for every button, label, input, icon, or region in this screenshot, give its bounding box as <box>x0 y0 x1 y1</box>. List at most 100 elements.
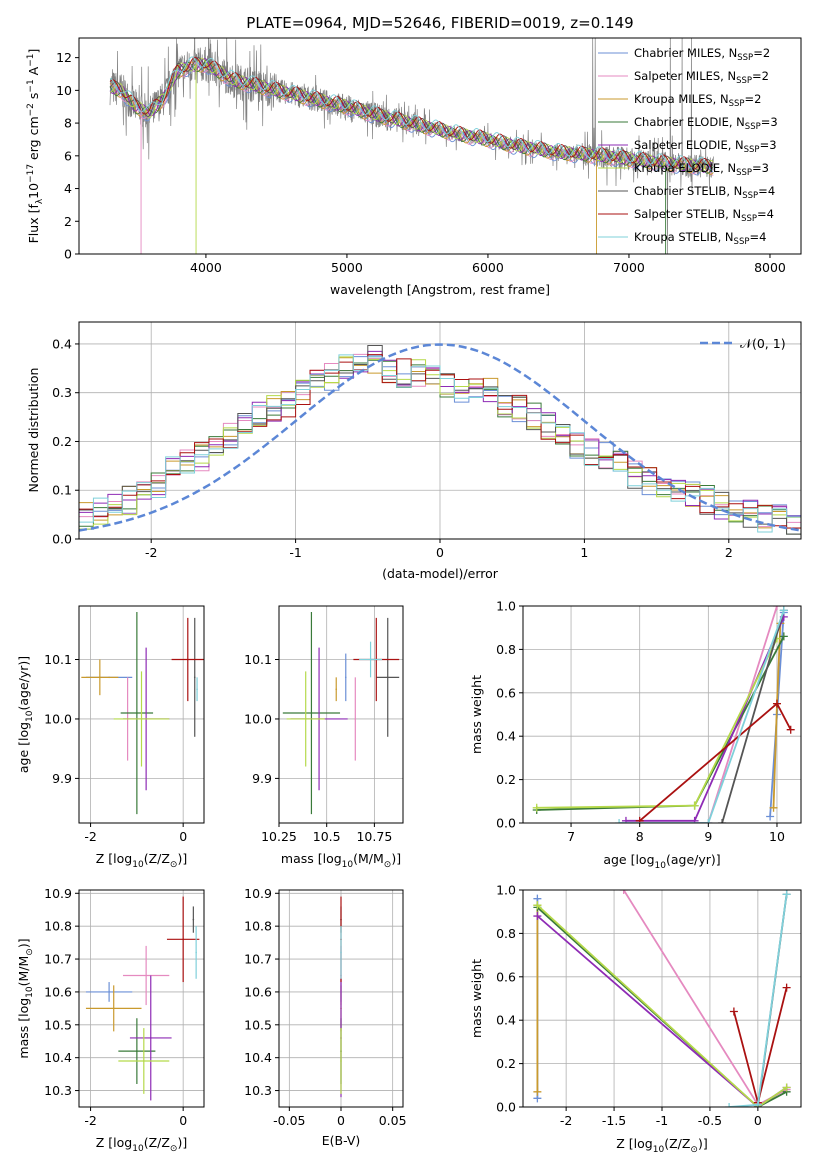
x-axis-label-part: )] <box>177 851 187 866</box>
model-line-1 <box>109 61 714 176</box>
y-axis-label: Normed distribution <box>26 368 41 493</box>
y-axis-label: Flux [fλ10−17 erg cm−2 s−1 A−1] <box>26 49 45 244</box>
axes-age-vs-mass: 10.25 10.5 10.75 9.9 10.0 10.1 <box>244 605 404 844</box>
y-tick-label: 9.9 <box>252 771 272 786</box>
axes-mass-weight-vs-age: 7 8 9 10 0.0 0.2 0.4 0.6 0.8 1.0 <box>496 599 802 844</box>
y-tick-label: 0.3 <box>52 385 72 400</box>
legend-nssp: 4 <box>768 184 775 198</box>
y-tick-label: 10.5 <box>244 1017 272 1032</box>
x-tick-label: 4000 <box>190 260 222 275</box>
x-tick-label: 8 <box>636 829 644 844</box>
legend-ssp-sub: SSP <box>729 99 745 109</box>
y-tick-label: 6 <box>64 148 72 163</box>
x-axis-label-part: 10 <box>342 860 354 870</box>
y-tick-label: 0.0 <box>496 816 516 831</box>
plus-marker <box>718 819 727 823</box>
data-point <box>304 718 307 720</box>
y-axis-label-part: ⊙ <box>25 948 35 956</box>
data-point <box>143 1060 145 1062</box>
y-tick-label: 8 <box>64 116 72 131</box>
plot-area <box>532 606 795 823</box>
x-axis-label: E(B-V) <box>322 1133 361 1148</box>
x-tick-label: -2 <box>145 545 157 560</box>
legend-n-label: , N <box>718 230 734 244</box>
y-axis-label-part: A <box>26 66 41 79</box>
y-tick-label: 0 <box>64 247 72 262</box>
legend-nssp: 3 <box>762 161 769 175</box>
x-axis-label-part: 10 <box>132 1144 144 1154</box>
plus-marker <box>769 803 778 812</box>
y-axis-label-part: )] <box>16 938 31 948</box>
legend-eq: = <box>744 92 754 106</box>
data-point <box>193 676 196 679</box>
y-tick-label: 10.4 <box>44 1050 72 1065</box>
mass-weight-line <box>536 906 788 1107</box>
data-point <box>108 991 110 993</box>
mass-weight-line <box>536 638 778 809</box>
axes-frame <box>278 605 404 824</box>
y-axis-label: mass [log10(M/M⊙)] <box>16 938 35 1058</box>
plus-marker <box>766 812 775 821</box>
y-axis-label-part: 10 <box>25 710 35 722</box>
legend-eq: = <box>749 230 759 244</box>
y-tick-label: 10.9 <box>44 886 72 901</box>
legend-label: Salpeter STELIB, NSSP=4 <box>634 207 774 224</box>
axes-mass-vs-EBV: -0.05 0 0.05 10.3 10.4 10.5 10.6 10.7 10.8 10.9 <box>244 886 406 1128</box>
mass-weight-line <box>536 904 788 1107</box>
data-point <box>354 718 357 720</box>
plus-marker <box>635 816 644 823</box>
x-axis-label-part: Z [log <box>96 1135 132 1150</box>
mass-weight-line <box>536 635 785 811</box>
y-tick-label: 10.4 <box>244 1050 272 1065</box>
data-point <box>386 676 389 679</box>
x-tick-label: -0.5 <box>698 1113 722 1128</box>
y-axis-label-part: ] <box>26 49 41 54</box>
data-point <box>340 1060 342 1062</box>
x-axis-label-part: mass [log <box>281 851 342 866</box>
x-axis-label-part: 10 <box>132 860 144 870</box>
x-axis-label-part: (M/M <box>353 851 384 866</box>
y-axis-label-part: erg cm <box>26 116 41 164</box>
plus-marker <box>782 890 791 899</box>
model-line-6 <box>109 57 714 171</box>
y-tick-label: 10.8 <box>44 919 72 934</box>
legend-n-label: , N <box>726 184 742 198</box>
x-axis-label-part: 10 <box>655 861 667 871</box>
plus-marker <box>779 606 788 615</box>
y-tick-label: 0.4 <box>496 1013 516 1028</box>
legend-series-name: Salpeter MILES <box>634 69 720 83</box>
plus-marker <box>782 983 791 992</box>
legend-series-name: Kroupa STELIB <box>634 230 718 244</box>
observed-spectrum <box>109 38 714 254</box>
x-axis-label-part: 10 <box>653 1145 665 1155</box>
legend-ssp-sub: SSP <box>737 53 753 63</box>
y-tick-label: 1.0 <box>496 599 516 614</box>
y-axis-label-part: λ <box>35 198 45 204</box>
legend-series-name: Kroupa MILES <box>634 92 713 106</box>
axes-spectrum: 4000 5000 6000 7000 8000 0 2 4 6 8 10 12 <box>56 37 802 275</box>
legend-nssp: 3 <box>769 138 776 152</box>
x-tick-label: 0 <box>337 1113 345 1128</box>
legend-eq: = <box>757 207 767 221</box>
y-axis-label: mass weight <box>469 959 484 1038</box>
plot-area <box>81 611 204 815</box>
x-axis-label: (data-model)/error <box>382 566 499 581</box>
y-axis-label: age [log10(age/yr)] <box>16 656 35 773</box>
legend-n-label: , N <box>720 69 736 83</box>
y-tick-label: 10.9 <box>244 886 272 901</box>
x-axis-label: mass [log10(M/M⊙)] <box>281 851 401 870</box>
x-tick-label: 0 <box>179 1113 187 1128</box>
x-axis-label-part: age [log <box>603 852 654 867</box>
x-axis-label-part: Z [log <box>616 1136 652 1151</box>
legend-nssp: 2 <box>762 69 769 83</box>
y-tick-label: 10.6 <box>244 984 272 999</box>
data-point <box>136 1050 138 1052</box>
x-tick-label: 0 <box>179 829 187 844</box>
y-tick-label: 10.7 <box>44 952 72 967</box>
x-tick-label: 1 <box>580 545 588 560</box>
legend-n-label: , N <box>728 138 744 152</box>
y-axis-label-part: mass [log <box>16 998 31 1059</box>
y-tick-label: 0.2 <box>496 772 516 787</box>
legend-ssp-sub: SSP <box>736 168 752 178</box>
